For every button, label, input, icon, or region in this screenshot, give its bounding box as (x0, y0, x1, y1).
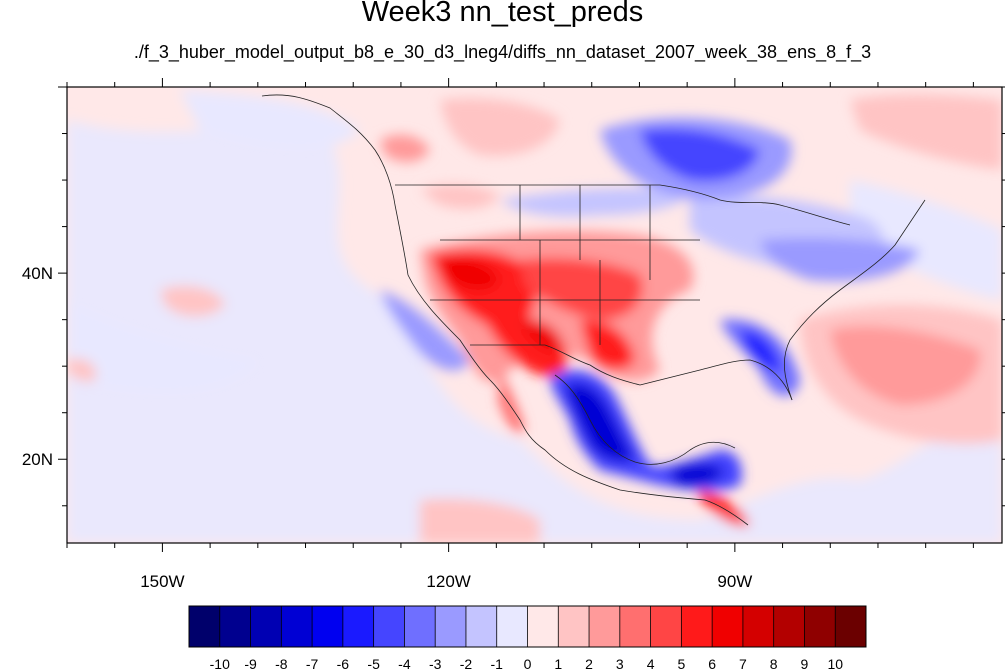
colorbar-swatch (435, 606, 467, 647)
anomaly-field (67, 87, 1002, 543)
colorbar-swatch (619, 606, 652, 647)
colorbar-swatch (342, 606, 375, 647)
colorbar-label: -6 (337, 656, 350, 672)
plot-frame (66, 86, 1003, 544)
colorbar-label: -9 (244, 656, 257, 672)
colorbar-swatch (496, 606, 528, 647)
colorbar-swatch (558, 606, 590, 647)
lat-tick-label: 20N (22, 450, 53, 469)
colorbar-swatch (189, 606, 221, 647)
longitude-axis: 150W 120W 90W (66, 78, 974, 591)
colorbar-swatch (712, 606, 744, 647)
colorbar-label: -2 (460, 656, 473, 672)
colorbar-label: 1 (554, 656, 562, 672)
colorbar-swatch (404, 606, 436, 647)
colorbar-label: 4 (647, 656, 655, 672)
colorbar-swatch (465, 606, 498, 647)
colorbar-label: -7 (306, 656, 319, 672)
colorbar: -10 -9 -8 -7 -6 -5 -4 -3 -2 -1 0 1 2 3 4 5 6 7 8 9 10 (188, 605, 867, 672)
map-title: Week3 nn_test_preds (361, 0, 644, 28)
colorbar-frame (188, 605, 867, 648)
colorbar-swatch (219, 606, 252, 647)
colorbar-swatch (773, 606, 805, 647)
colorbar-swatch (527, 606, 559, 647)
colorbar-label: 9 (801, 656, 809, 672)
colorbar-swatch (835, 606, 867, 647)
map-subtitle: ./f_3_huber_model_output_b8_e_30_d3_lneg… (133, 42, 872, 62)
colorbar-label: -3 (429, 656, 442, 672)
colorbar-swatch (589, 606, 621, 647)
colorbar-label: -5 (367, 656, 380, 672)
latitude-axis: 40N 20N (22, 86, 1005, 507)
colorbar-label: 0 (524, 656, 532, 672)
colorbar-label: -1 (491, 656, 504, 672)
colorbar-label: -10 (210, 656, 230, 672)
colorbar-label: 3 (616, 656, 624, 672)
colorbar-swatch (281, 606, 313, 647)
lon-tick-label: 90W (717, 572, 752, 591)
colorbar-label: -8 (275, 656, 288, 672)
colorbar-label: 10 (827, 656, 843, 672)
colorbar-swatch (650, 606, 682, 647)
colorbar-swatch (250, 606, 282, 647)
colorbar-label: 2 (585, 656, 593, 672)
lon-tick-label: 120W (426, 572, 470, 591)
coastlines (261, 94, 926, 526)
colorbar-swatch (804, 606, 836, 647)
colorbar-label: 5 (677, 656, 685, 672)
lat-tick-label: 40N (22, 264, 53, 283)
colorbar-label: -4 (398, 656, 411, 672)
colorbar-swatch (373, 606, 405, 647)
colorbar-label: 8 (770, 656, 778, 672)
colorbar-swatch (681, 606, 713, 647)
colorbar-swatch (312, 606, 344, 647)
colorbar-label: 6 (708, 656, 716, 672)
colorbar-label: 7 (739, 656, 747, 672)
colorbar-swatch (742, 606, 775, 647)
lon-tick-label: 150W (140, 572, 184, 591)
